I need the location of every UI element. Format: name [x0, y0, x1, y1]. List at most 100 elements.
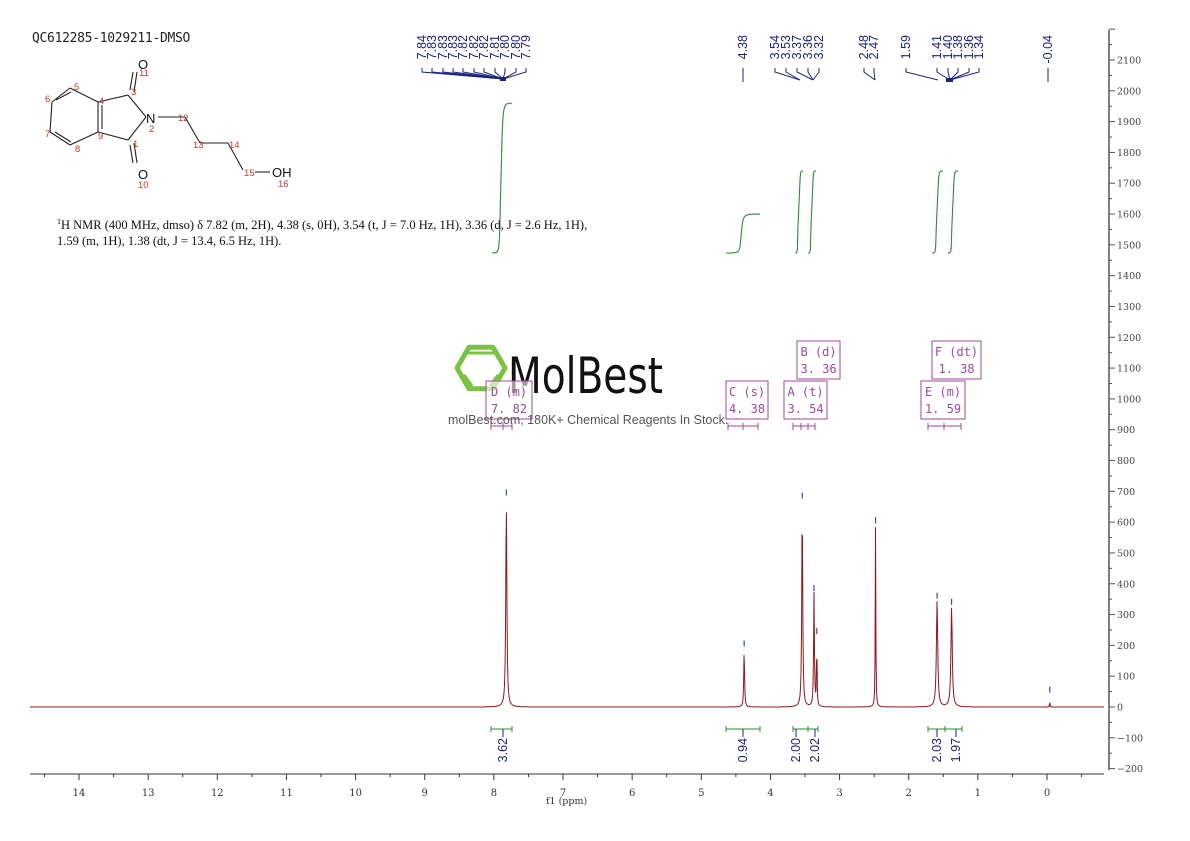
svg-text:4: 4	[767, 788, 773, 799]
svg-text:12: 12	[178, 113, 189, 124]
svg-text:1400: 1400	[1117, 271, 1141, 282]
svg-text:0.94: 0.94	[736, 738, 750, 762]
y-axis: −200 −100 0 100 200 300 400 500 600 700 800 900 1000…	[1108, 28, 1143, 775]
peak-label: 3.54	[768, 35, 782, 59]
svg-text:MolBest: MolBest	[508, 347, 663, 405]
svg-text:1. 59: 1. 59	[925, 402, 961, 416]
svg-text:13: 13	[142, 788, 155, 799]
svg-text:0: 0	[1117, 703, 1123, 714]
svg-text:200: 200	[1117, 641, 1135, 652]
svg-text:4. 38: 4. 38	[729, 402, 765, 416]
svg-text:8: 8	[75, 144, 80, 155]
svg-text:1. 38: 1. 38	[938, 362, 974, 376]
x-axis-label: f1 (ppm)	[546, 796, 588, 807]
svg-text:15: 15	[244, 168, 255, 179]
svg-text:4: 4	[99, 96, 104, 107]
svg-text:7: 7	[560, 788, 566, 799]
svg-text:700: 700	[1117, 487, 1135, 498]
svg-text:1200: 1200	[1117, 333, 1141, 344]
svg-text:12: 12	[211, 788, 224, 799]
svg-text:9: 9	[422, 788, 428, 799]
svg-text:1900: 1900	[1117, 117, 1141, 128]
svg-text:11: 11	[280, 788, 293, 799]
peak-label: 4.38	[736, 35, 750, 59]
svg-text:1: 1	[975, 788, 981, 799]
peak-label: 3.53	[779, 35, 793, 59]
svg-text:1700: 1700	[1117, 179, 1141, 190]
svg-text:0: 0	[1044, 788, 1050, 799]
svg-text:O: O	[138, 57, 148, 72]
peak-label: 3.36	[801, 35, 815, 59]
peak-label: 7.82	[477, 35, 491, 59]
svg-text:3. 54: 3. 54	[787, 402, 823, 416]
nmr-description-line2: 1.59 (m, 1H), 1.38 (dt, J = 13.4, 6.5 Hz…	[57, 234, 282, 249]
svg-text:3.62: 3.62	[496, 738, 510, 762]
svg-text:10: 10	[138, 180, 149, 191]
peak-label: 7.81	[488, 35, 502, 59]
peak-label: 7.84	[415, 35, 429, 59]
svg-text:F (dt): F (dt)	[935, 345, 978, 359]
peak-label: 1.59	[899, 35, 913, 59]
svg-text:3: 3	[131, 87, 136, 98]
peak-label: 7.79	[519, 35, 533, 59]
svg-text:1600: 1600	[1117, 210, 1141, 221]
svg-text:O: O	[138, 167, 148, 182]
peak-label: 7.83	[446, 35, 460, 59]
svg-text:800: 800	[1117, 456, 1135, 467]
svg-text:16: 16	[278, 179, 289, 190]
svg-text:1300: 1300	[1117, 302, 1141, 313]
svg-text:6: 6	[629, 788, 635, 799]
peak-label: 1.34	[972, 35, 986, 59]
peak-label: 3.32	[812, 35, 826, 59]
nmr-description-line1: H NMR (400 MHz, dmso) δ 7.82 (m, 2H), 4.…	[61, 218, 588, 233]
peak-label: 7.83	[425, 35, 439, 59]
svg-text:500: 500	[1117, 548, 1135, 559]
svg-text:−100: −100	[1117, 733, 1143, 744]
svg-text:C (s): C (s)	[729, 385, 765, 399]
svg-text:A (t): A (t)	[787, 385, 823, 399]
peak-label: 7.82	[456, 35, 470, 59]
peak-label: 3.37	[790, 35, 804, 59]
svg-text:1.97: 1.97	[949, 738, 963, 762]
x-axis: 14 13 12 11 10 9 8 7 6 5 4 3 2 1 0	[30, 773, 1104, 799]
svg-text:2: 2	[149, 124, 154, 135]
svg-text:1800: 1800	[1117, 148, 1141, 159]
svg-text:13: 13	[193, 140, 204, 151]
peak-labels: 7.847.837.837.837.827.827.827.817.807.80…	[415, 35, 1055, 82]
svg-text:100: 100	[1117, 672, 1135, 683]
svg-text:D (m): D (m)	[491, 385, 527, 399]
svg-text:2.02: 2.02	[808, 738, 822, 762]
svg-text:N: N	[146, 111, 155, 126]
svg-text:E (m): E (m)	[925, 385, 961, 399]
svg-text:11: 11	[139, 68, 149, 79]
svg-text:1: 1	[133, 139, 138, 150]
sample-id-title: QC612285-1029211-DMSO	[32, 31, 191, 46]
peak-label: 1.40	[941, 35, 955, 59]
svg-text:8: 8	[491, 788, 497, 799]
svg-text:900: 900	[1117, 425, 1135, 436]
svg-text:7: 7	[45, 129, 50, 140]
peak-label: 1.38	[951, 35, 965, 59]
peak-label: -0.04	[1041, 35, 1055, 64]
peak-label: 2.47	[867, 35, 881, 59]
peak-label: 7.80	[509, 35, 523, 59]
svg-text:5: 5	[74, 82, 79, 93]
watermark-tagline: molBest.com, 180K+ Chemical Reagents In …	[448, 413, 729, 427]
peak-label: 7.82	[467, 35, 481, 59]
svg-text:14: 14	[73, 788, 86, 799]
svg-text:7. 82: 7. 82	[491, 402, 527, 416]
svg-text:5: 5	[698, 788, 704, 799]
peak-label: 1.36	[962, 35, 976, 59]
svg-text:2: 2	[906, 788, 912, 799]
svg-text:6: 6	[45, 94, 50, 105]
integral-bars: 3.62 0.94 2.00 2.02 2.03 1.97	[490, 726, 963, 762]
svg-text:10: 10	[349, 788, 362, 799]
svg-text:3. 36: 3. 36	[800, 362, 836, 376]
svg-text:400: 400	[1117, 579, 1135, 590]
molbest-logo: MolBest	[454, 344, 663, 405]
peak-label: 7.80	[498, 35, 512, 59]
svg-text:1000: 1000	[1117, 394, 1141, 405]
svg-text:2100: 2100	[1117, 55, 1141, 66]
